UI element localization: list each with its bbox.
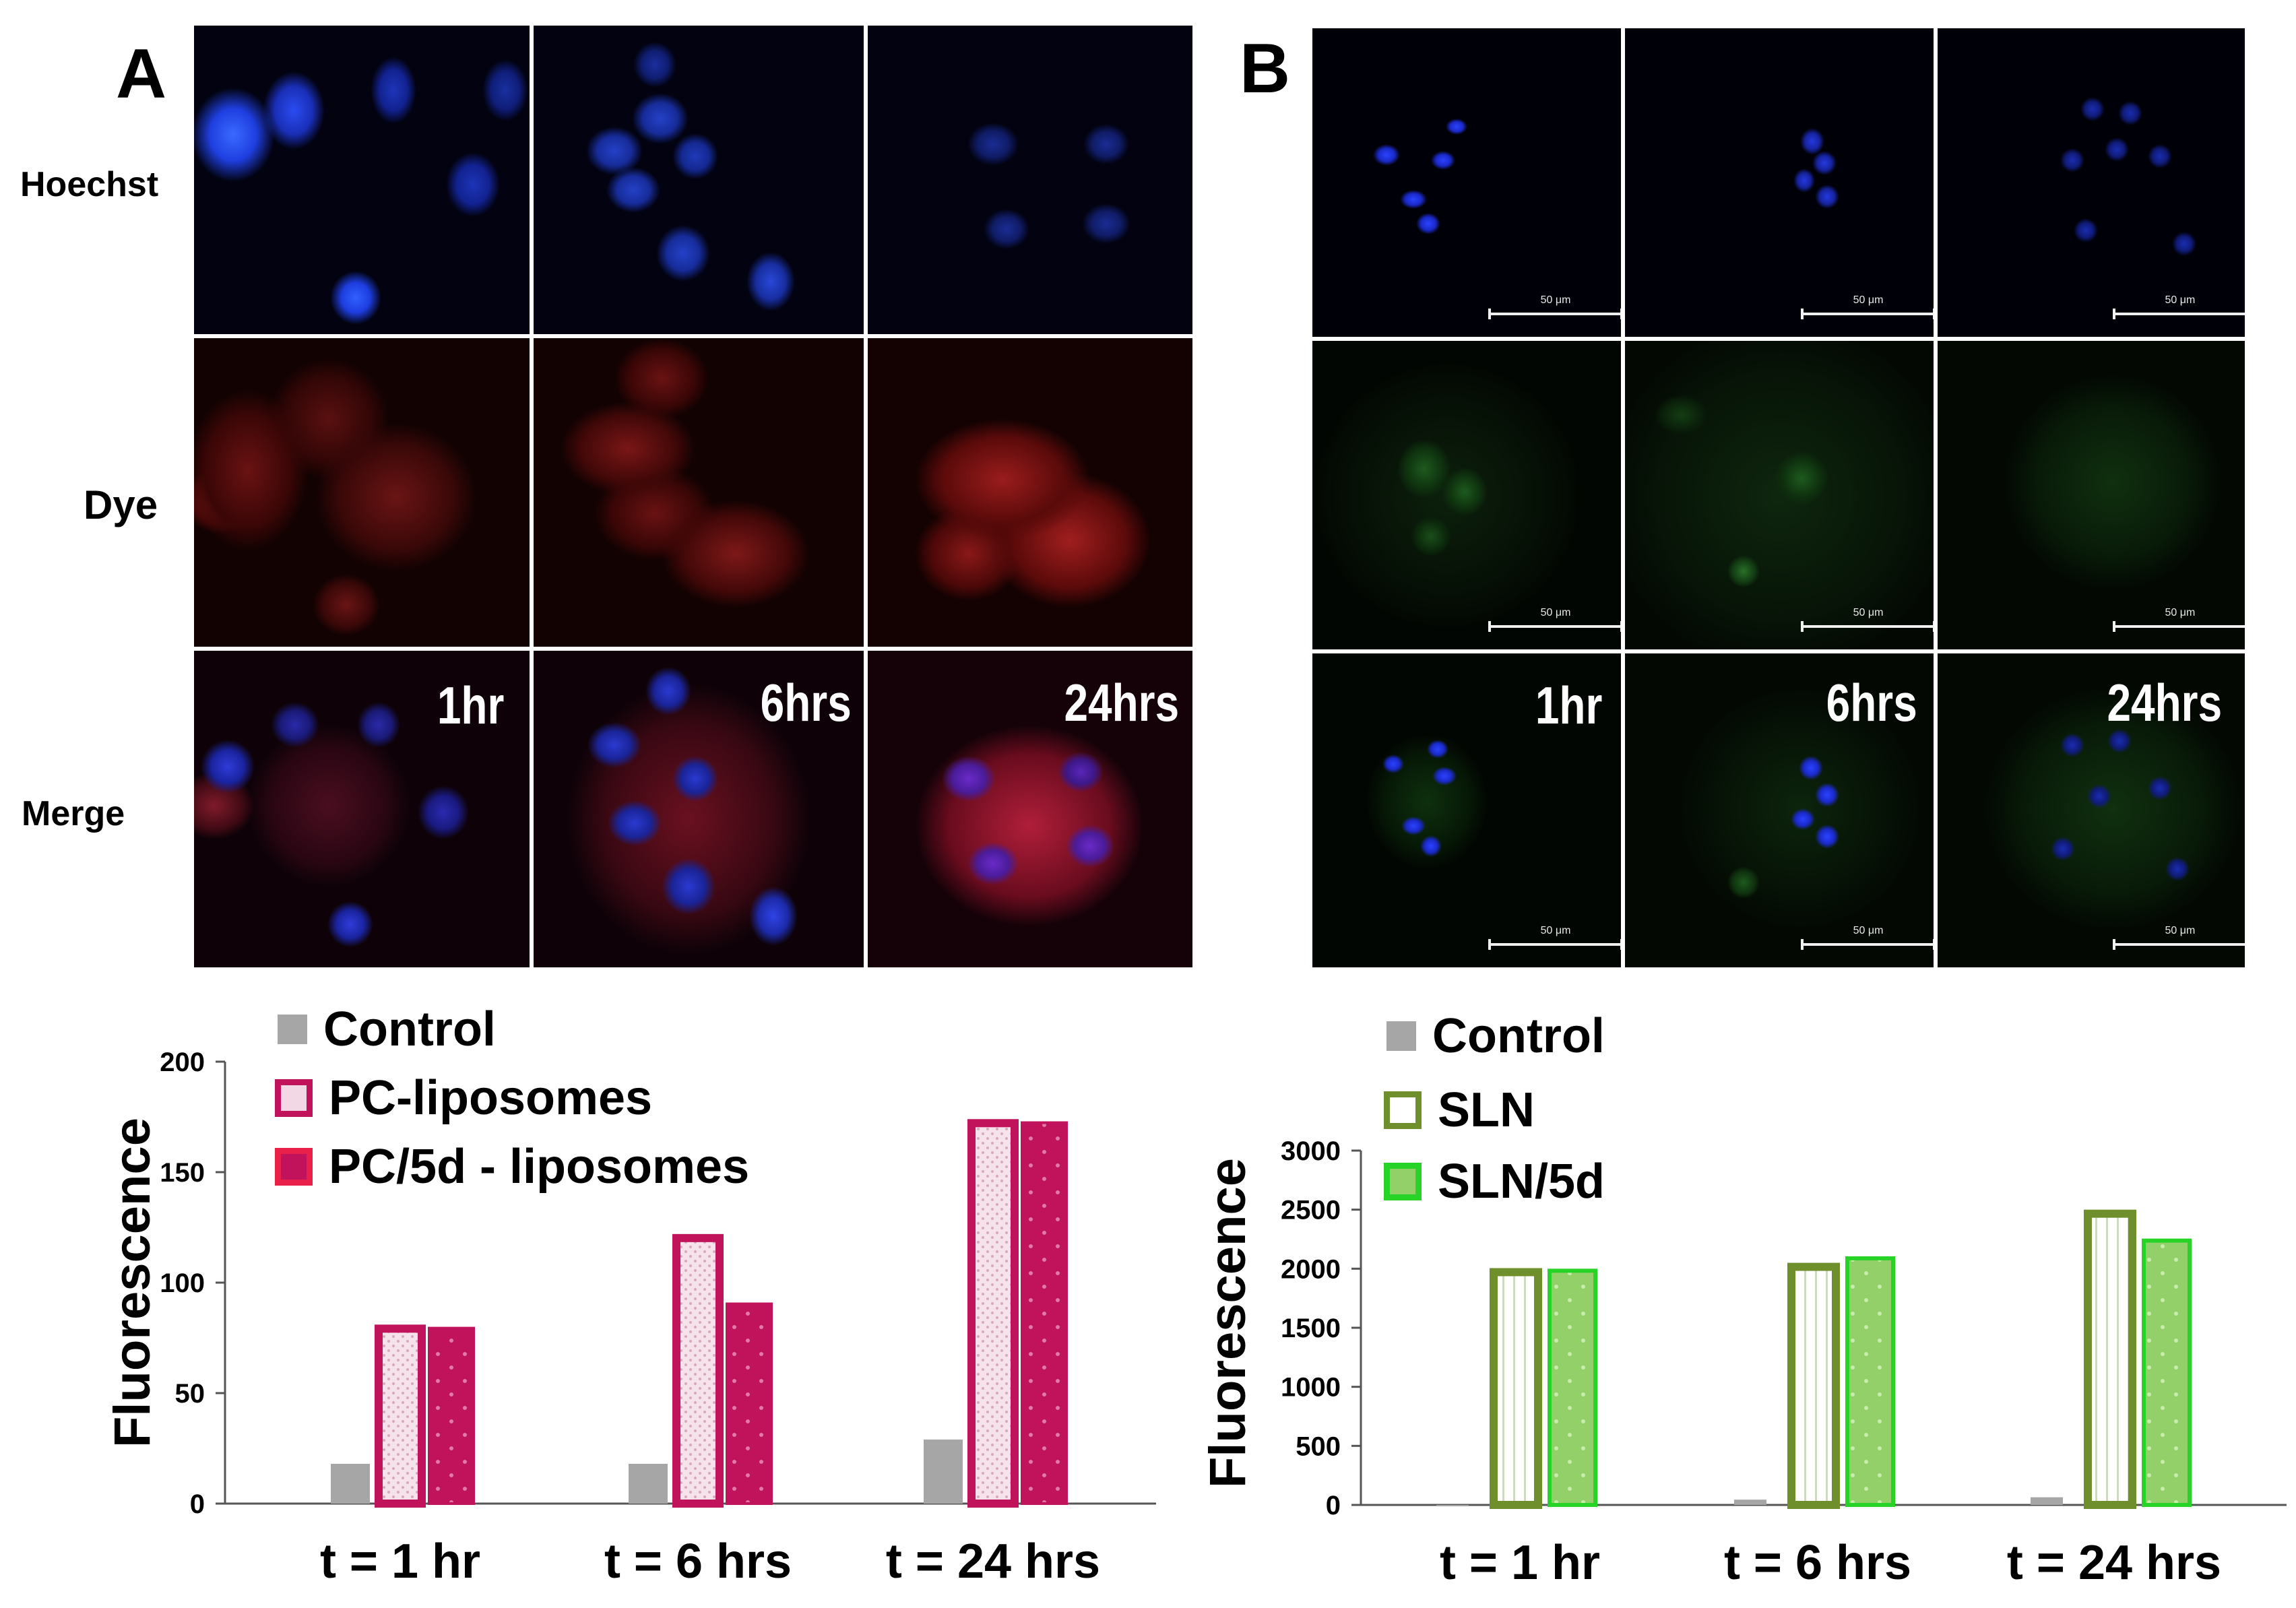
y-tick-label: 0 <box>1326 1491 1341 1520</box>
panel-a-image-grid <box>194 26 1192 967</box>
bar-pc-liposomes <box>967 1119 1019 1508</box>
chart-b: 0 500 1000 1500 2000 2500 3000 Fluorescence t = … <box>1199 1136 2287 1590</box>
scale-bar: 50 μm <box>1488 295 1621 319</box>
x-category-label: t = 24 hrs <box>886 1535 1100 1588</box>
y-tick-label: 200 <box>160 1048 205 1077</box>
time-label-b-1hr: 1hr <box>1535 676 1602 735</box>
x-category-label: t = 1 hr <box>1440 1536 1600 1590</box>
y-tick-label: 2000 <box>1281 1254 1341 1284</box>
legend-label: SLN <box>1438 1083 1535 1137</box>
bar-control <box>924 1439 963 1504</box>
y-tick-label: 0 <box>190 1489 205 1519</box>
y-tick-label: 150 <box>160 1158 205 1188</box>
micrograph-b-merge-6hrs: 50 μm <box>1625 653 1934 967</box>
legend-label: Control <box>1432 1009 1605 1063</box>
micrograph-b-dye-24hrs: 50 μm <box>1938 341 2245 649</box>
bar-control <box>1436 1505 1469 1506</box>
x-category-label: t = 1 hr <box>320 1535 480 1588</box>
micrograph-merge-24hrs <box>868 651 1192 967</box>
micrograph-dye-6hrs <box>534 338 864 647</box>
row-label-merge: Merge <box>22 794 125 833</box>
x-category-label: t = 6 hrs <box>604 1535 792 1588</box>
time-label-b-6hrs: 6hrs <box>1826 673 1917 732</box>
time-label-a-6hrs: 6hrs <box>760 673 852 732</box>
bar-pc-5d-liposomes <box>428 1326 475 1505</box>
bar-sln-5d <box>2142 1238 2192 1507</box>
legend-a-control: Control <box>278 1005 496 1054</box>
scale-bar: 50 μm <box>1801 295 1934 319</box>
x-category-label: t = 24 hrs <box>2007 1536 2221 1590</box>
scale-bar: 50 μm <box>1488 608 1621 632</box>
y-tick-label: 1500 <box>1281 1314 1341 1343</box>
bar-pc-liposomes <box>672 1233 724 1508</box>
scale-bar: 50 μm <box>1801 608 1934 632</box>
micrograph-merge-1hr <box>194 651 530 967</box>
y-tick-label: 500 <box>1296 1432 1341 1461</box>
legend-a-pc5d-liposomes: PC/5d - liposomes <box>275 1143 749 1191</box>
scale-bar: 50 μm <box>1801 926 1934 950</box>
bar-pc-liposomes <box>375 1324 426 1508</box>
scale-bar: 50 μm <box>2112 295 2245 319</box>
bar-sln-5d <box>1845 1256 1895 1507</box>
time-label-a-24hrs: 24hrs <box>1064 673 1179 732</box>
chart-a: 0 50 100 150 200 Fluorescence t = 1 hr t = 6 hr… <box>104 1048 1156 1588</box>
bar-control <box>1734 1500 1766 1505</box>
legend-label: PC-liposomes <box>329 1071 653 1125</box>
micrograph-hoechst-24hrs <box>868 26 1192 334</box>
y-axis-title: Fluorescence <box>104 1118 161 1448</box>
y-axis-title: Fluorescence <box>1199 1158 1256 1488</box>
legend-b-sln5d: SLN/5d <box>1384 1157 1605 1206</box>
legend-a-pc-liposomes: PC-liposomes <box>275 1074 652 1122</box>
legend-swatch-control <box>1386 1021 1416 1051</box>
bar-control <box>2031 1497 2063 1505</box>
legend-swatch-sln5d <box>1384 1163 1422 1200</box>
bar-sln-5d <box>1548 1268 1597 1508</box>
scale-bar: 50 μm <box>1488 926 1621 950</box>
y-tick-label: 1000 <box>1281 1373 1341 1403</box>
panel-a-letter: A <box>116 35 167 113</box>
time-label-a-1hr: 1hr <box>437 676 504 735</box>
legend-swatch-sln <box>1384 1091 1422 1129</box>
bar-sln <box>1787 1262 1840 1509</box>
legend-label: SLN/5d <box>1438 1155 1605 1209</box>
scale-bar: 50 μm <box>2112 926 2245 950</box>
legend-swatch-control <box>278 1015 307 1044</box>
micrograph-hoechst-1hr <box>194 26 530 334</box>
legend-b-sln: SLN <box>1384 1086 1535 1134</box>
row-label-hoechst: Hoechst <box>20 165 159 204</box>
legend-swatch-pc5d-liposomes <box>275 1148 313 1186</box>
x-category-label: t = 6 hrs <box>1724 1536 1911 1590</box>
bar-sln <box>2084 1209 2136 1509</box>
micrograph-b-dye-1hr: 50 μm <box>1312 341 1621 649</box>
micrograph-b-merge-24hrs: 50 μm <box>1938 653 2245 967</box>
panel-b-image-grid: 50 μm 50 μm 50 μm 50 μm 50 μm 50 μm 50 μ… <box>1312 28 2245 967</box>
time-label-b-24hrs: 24hrs <box>2107 673 2222 732</box>
legend-label: Control <box>323 1002 496 1056</box>
micrograph-b-dye-6hrs: 50 μm <box>1625 341 1934 649</box>
legend-swatch-pc-liposomes <box>275 1079 313 1117</box>
micrograph-b-hoechst-24hrs: 50 μm <box>1938 28 2245 337</box>
bar-sln <box>1490 1268 1542 1509</box>
bar-control <box>331 1463 370 1504</box>
micrograph-merge-6hrs <box>534 651 864 967</box>
micrograph-b-hoechst-1hr: 50 μm <box>1312 28 1621 337</box>
row-label-dye: Dye <box>84 482 158 527</box>
scale-bar: 50 μm <box>2112 608 2245 632</box>
micrograph-b-merge-1hr: 50 μm <box>1312 653 1621 967</box>
bar-pc-5d-liposomes <box>726 1302 773 1506</box>
micrograph-dye-24hrs <box>868 338 1192 647</box>
y-tick-label: 100 <box>160 1268 205 1298</box>
bar-pc-5d-liposomes <box>1021 1121 1068 1506</box>
micrograph-dye-1hr <box>194 338 530 647</box>
y-tick-label: 3000 <box>1281 1136 1341 1166</box>
micrograph-b-hoechst-6hrs: 50 μm <box>1625 28 1934 337</box>
bar-control <box>629 1463 668 1504</box>
micrograph-hoechst-6hrs <box>534 26 864 334</box>
y-tick-label: 50 <box>175 1379 205 1409</box>
legend-label: PC/5d - liposomes <box>329 1140 750 1194</box>
y-tick-label: 2500 <box>1281 1196 1341 1225</box>
panel-b-letter: B <box>1240 30 1291 108</box>
legend-b-control: Control <box>1386 1012 1605 1060</box>
